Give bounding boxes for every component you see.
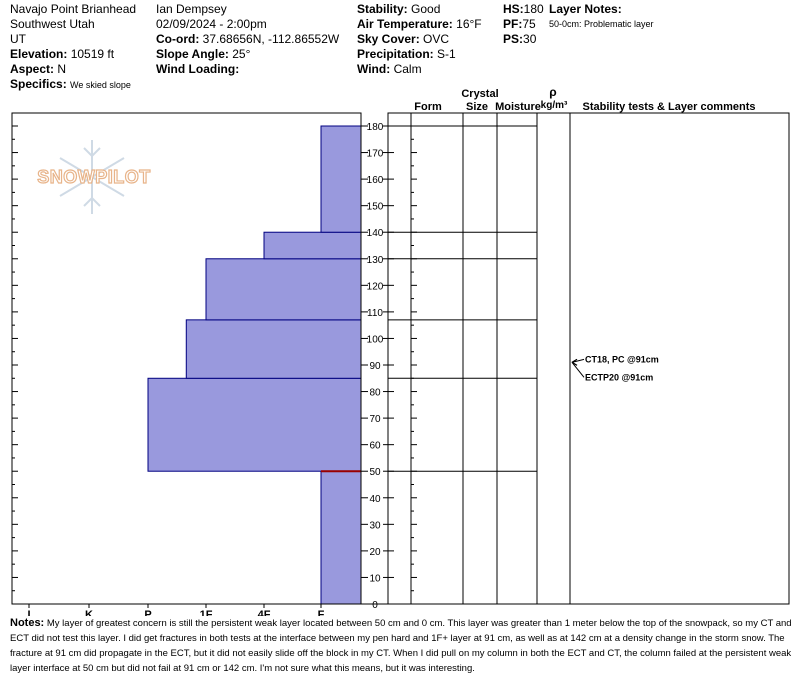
height-label-20: 20	[369, 547, 381, 558]
hardness-label-F: F	[318, 609, 325, 616]
density-symbol: ρ	[549, 85, 556, 99]
notes-text: My layer of greatest concern is still th…	[10, 618, 792, 674]
height-label-160: 160	[367, 175, 384, 186]
chart-frame	[11, 112, 790, 605]
layer-note: 50-0cm: Problematic layer	[549, 19, 654, 29]
precipitation: Precipitation: S-1	[357, 47, 456, 61]
height-label-120: 120	[367, 281, 384, 292]
pf: PF:75	[503, 17, 536, 31]
aspect: Aspect: N	[10, 62, 67, 76]
hardness-bar-5	[320, 125, 362, 233]
location-info: Navajo Point Brianhead Southwest Utah UT…	[10, 2, 136, 93]
height-axis: 0 10 20 30 40 50 60 70 80 90 100 110 120 130 140 150 160…	[12, 122, 417, 611]
wind-loading: Wind Loading:	[156, 62, 240, 76]
layer-grid	[388, 113, 571, 604]
height-label-150: 150	[367, 202, 384, 213]
snowflake-logo-icon	[59, 140, 125, 214]
height-label-130: 130	[367, 255, 384, 266]
height-label-110: 110	[367, 308, 383, 319]
observer-info: Ian Dempsey 02/09/2024 - 2:00pm Co-ord: …	[156, 2, 339, 77]
stability: Stability: Good	[357, 2, 441, 16]
size-header: Size	[466, 101, 488, 113]
hardness-plot-frame	[11, 112, 362, 605]
location: Navajo Point Brianhead	[10, 2, 137, 16]
state: UT	[10, 32, 26, 46]
test-label-1: ECTP20 @91cm	[585, 372, 653, 382]
height-label-170: 170	[367, 149, 384, 160]
height-label-60: 60	[369, 441, 381, 452]
layer-notes-label: Layer Notes:	[549, 2, 622, 16]
density-unit: kg/m³	[541, 100, 568, 111]
sky-cover: Sky Cover: OVC	[357, 32, 450, 46]
notes-label: Notes:	[10, 617, 45, 629]
test-label-0: CT18, PC @91cm	[585, 354, 659, 364]
height-label-180: 180	[367, 122, 384, 133]
test-arrow-1	[571, 358, 578, 366]
hardness-label-4F: 4F	[258, 609, 271, 616]
hardness-bar-0	[320, 470, 362, 605]
snow-profile-chart: SNOWPILOT 0 10 20 30 40 50 60 70 80 90 100 110 120 13…	[11, 85, 790, 616]
conditions-info: Stability: Good Air Temperature: 16°F Sk…	[357, 2, 482, 77]
observer: Ian Dempsey	[156, 2, 227, 16]
hardness-bar-3	[205, 258, 362, 321]
height-label-10: 10	[369, 573, 381, 584]
hardness-bar-2	[185, 319, 362, 379]
height-label-70: 70	[369, 414, 381, 425]
hardness-bar-1	[147, 377, 362, 472]
height-label-30: 30	[369, 520, 381, 531]
height-label-80: 80	[369, 388, 381, 399]
height-label-90: 90	[369, 361, 381, 372]
notes: Notes: My layer of greatest concern is s…	[10, 616, 796, 676]
height-label-100: 100	[367, 334, 384, 345]
snowpilot-logo: SNOWPILOT	[37, 167, 151, 187]
elevation: Elevation: 10519 ft	[10, 47, 115, 61]
height-label-140: 140	[367, 228, 384, 239]
hardness-bar-4	[263, 231, 362, 260]
hs: HS:180	[503, 2, 544, 16]
stability-comments-header: Stability tests & Layer comments	[582, 101, 755, 113]
height-label-50: 50	[369, 467, 381, 478]
coordinates: Co-ord: 37.68656N, -112.86552W	[156, 32, 340, 46]
test-pointer-1	[571, 362, 585, 378]
ps: PS:30	[503, 32, 537, 46]
region: Southwest Utah	[10, 17, 95, 31]
hardness-profile	[147, 125, 362, 605]
stability-tests: CT18, PC @91cm ECTP20 @91cm	[571, 354, 659, 382]
hardness-label-K: K	[85, 609, 93, 616]
wind: Wind: Calm	[357, 62, 422, 76]
test-pointer-0	[571, 358, 585, 363]
slope-angle: Slope Angle: 25°	[156, 47, 251, 61]
crystal-header: Crystal	[461, 88, 498, 100]
datetime: 02/09/2024 - 2:00pm	[156, 17, 267, 31]
moisture-header: Moisture	[495, 101, 541, 113]
layer-table-frame	[387, 112, 790, 605]
snow-depth-info: HS:180 PF:75 PS:30	[503, 2, 544, 47]
form-header: Form	[414, 101, 442, 113]
layer-notes: Layer Notes: 50-0cm: Problematic layer	[549, 2, 654, 32]
air-temperature: Air Temperature: 16°F	[357, 17, 482, 31]
height-label-40: 40	[369, 494, 381, 505]
height-label-0: 0	[372, 600, 378, 611]
hardness-label-P: P	[144, 609, 151, 616]
hardness-label-I: I	[27, 609, 30, 616]
specifics: Specifics: We skied slope	[10, 77, 131, 91]
hardness-label-1F: 1F	[200, 609, 213, 616]
hardness-axis: I K P 1F 4F F	[27, 604, 325, 616]
